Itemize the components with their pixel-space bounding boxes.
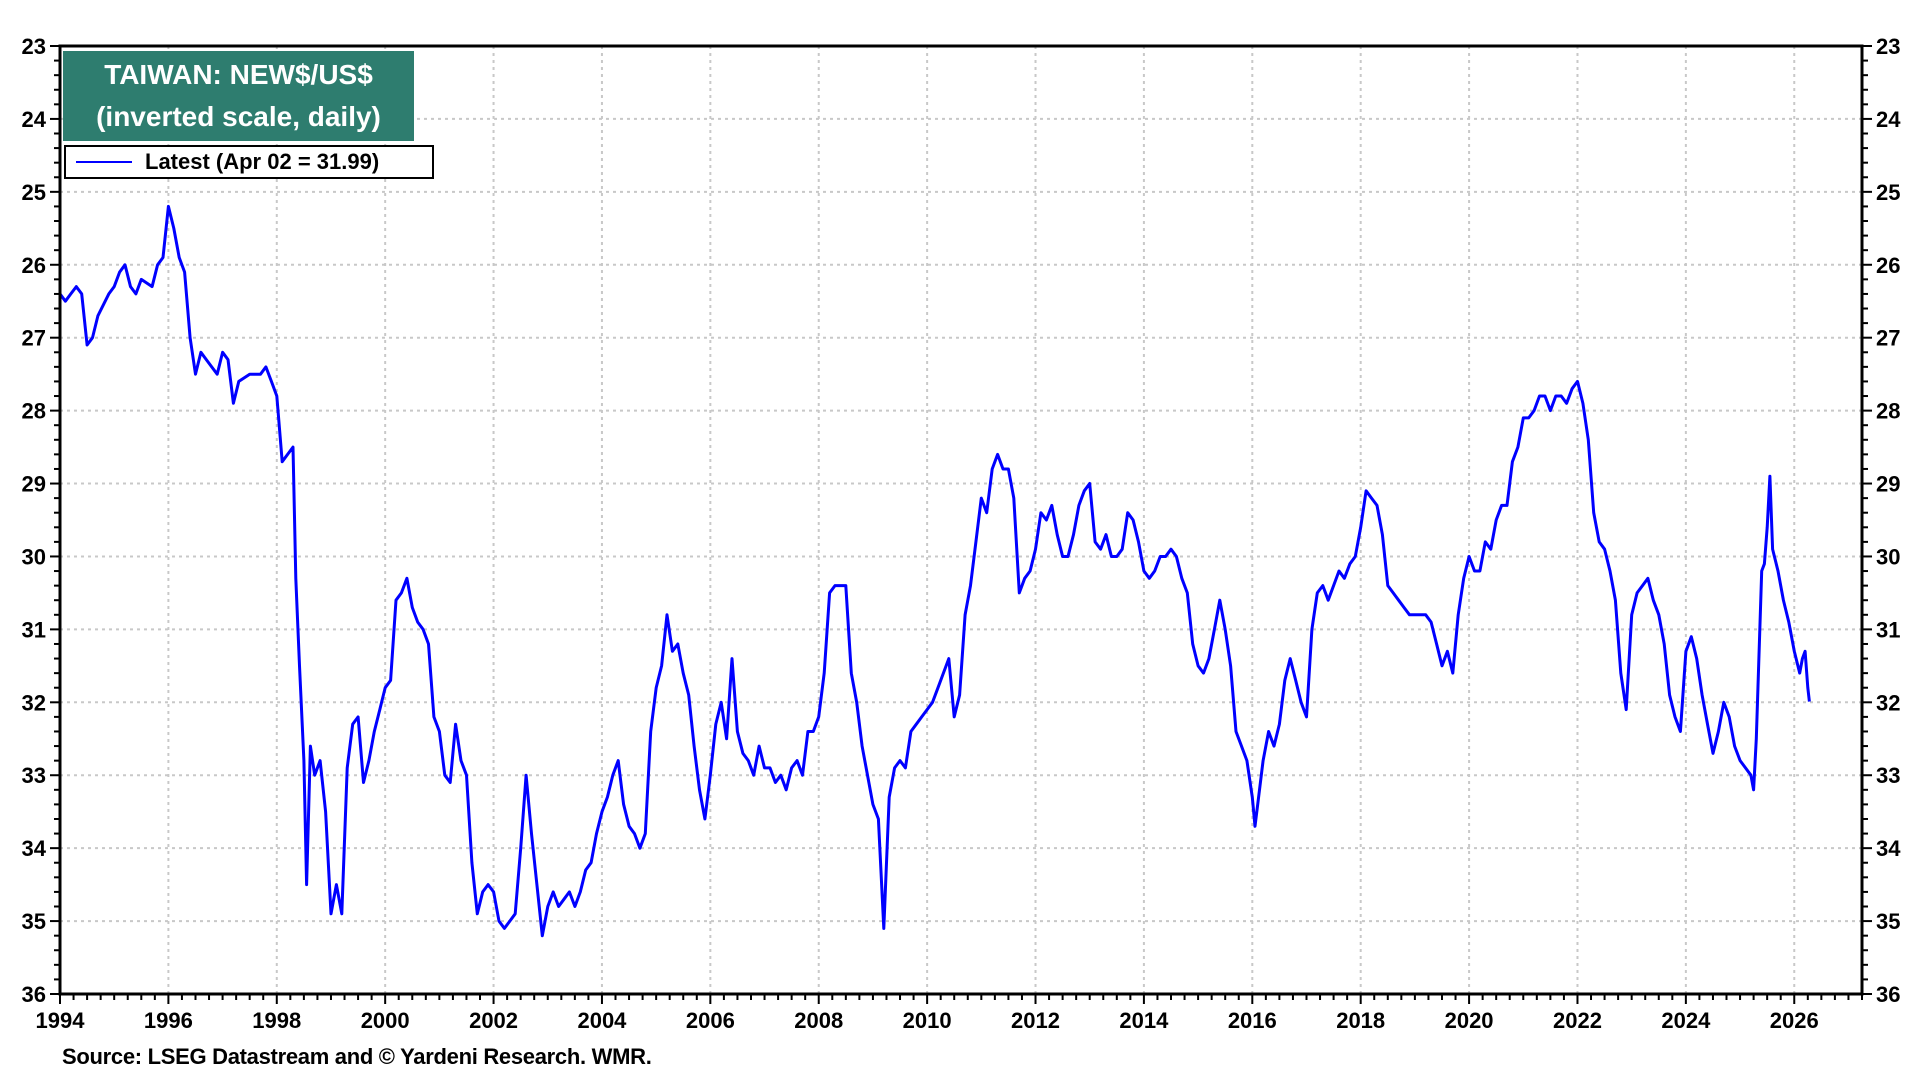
- y-tick-label-left: 27: [22, 326, 46, 351]
- y-tick-label-left: 35: [22, 909, 46, 934]
- right-y-axis: 23 24 25 26 27 28 29 30 31 32 33 34 35 36: [1862, 34, 1901, 1007]
- y-tick-label-right: 32: [1876, 690, 1900, 715]
- y-tick-label-left: 31: [22, 617, 46, 642]
- y-tick-label-right: 26: [1876, 253, 1900, 278]
- y-tick-label-left: 34: [22, 836, 47, 861]
- legend-label: Latest (Apr 02 = 31.99): [145, 149, 380, 174]
- y-tick-label-left: 25: [22, 180, 46, 205]
- x-tick-label: 2018: [1336, 1008, 1385, 1033]
- legend-line-swatch-icon: [76, 161, 132, 163]
- x-tick-label: 2012: [1011, 1008, 1060, 1033]
- source-note: Source: LSEG Datastream and © Yardeni Re…: [62, 1044, 652, 1069]
- y-tick-label-right: 33: [1876, 763, 1900, 788]
- left-y-axis: 23 24 25 26 27 28 29 30 31 32 33 34 35 36: [22, 34, 60, 1007]
- x-tick-label: 2002: [469, 1008, 518, 1033]
- y-tick-label-left: 24: [22, 107, 47, 132]
- chart-subtitle: (inverted scale, daily): [96, 101, 381, 132]
- x-tick-label: 2026: [1770, 1008, 1819, 1033]
- x-tick-label: 2022: [1553, 1008, 1602, 1033]
- x-tick-label: 2014: [1119, 1008, 1169, 1033]
- y-tick-label-right: 28: [1876, 399, 1900, 424]
- y-tick-label-left: 32: [22, 690, 46, 715]
- x-tick-label: 1994: [36, 1008, 86, 1033]
- y-tick-label-left: 28: [22, 399, 46, 424]
- y-tick-label-left: 36: [22, 982, 46, 1007]
- y-tick-label-left: 33: [22, 763, 46, 788]
- y-tick-label-right: 31: [1876, 617, 1900, 642]
- legend: Latest (Apr 02 = 31.99): [64, 145, 434, 179]
- y-tick-label-left: 26: [22, 253, 46, 278]
- chart-title: TAIWAN: NEW$/US$: [104, 59, 373, 90]
- y-tick-label-right: 34: [1876, 836, 1901, 861]
- x-tick-label: 2024: [1661, 1008, 1711, 1033]
- chart-title-box: TAIWAN: NEW$/US$ (inverted scale, daily): [63, 51, 414, 141]
- x-tick-label: 2008: [794, 1008, 843, 1033]
- gridlines: [60, 46, 1862, 994]
- x-tick-label: 2006: [686, 1008, 735, 1033]
- x-tick-label: 1998: [252, 1008, 301, 1033]
- x-tick-label: 2020: [1445, 1008, 1494, 1033]
- y-tick-label-left: 23: [22, 34, 46, 59]
- y-tick-label-left: 29: [22, 472, 46, 497]
- x-tick-label: 2000: [361, 1008, 410, 1033]
- x-tick-label: 1996: [144, 1008, 193, 1033]
- y-tick-label-right: 24: [1876, 107, 1901, 132]
- x-tick-label: 2010: [903, 1008, 952, 1033]
- y-tick-label-right: 35: [1876, 909, 1900, 934]
- y-tick-label-left: 30: [22, 544, 46, 569]
- y-tick-label-right: 27: [1876, 326, 1900, 351]
- x-tick-label: 2004: [577, 1008, 627, 1033]
- series-line: [58, 204, 1811, 938]
- x-axis: 1994 1996 1998 2000 2002 2004 2006 2008 2010 2012…: [36, 994, 1863, 1033]
- y-tick-label-right: 23: [1876, 34, 1900, 59]
- y-tick-label-right: 25: [1876, 180, 1900, 205]
- y-tick-label-right: 29: [1876, 472, 1900, 497]
- x-tick-label: 2016: [1228, 1008, 1277, 1033]
- y-tick-label-right: 30: [1876, 544, 1900, 569]
- data-series: [58, 204, 1811, 938]
- plot-frame: [58, 44, 1864, 996]
- y-tick-label-right: 36: [1876, 982, 1900, 1007]
